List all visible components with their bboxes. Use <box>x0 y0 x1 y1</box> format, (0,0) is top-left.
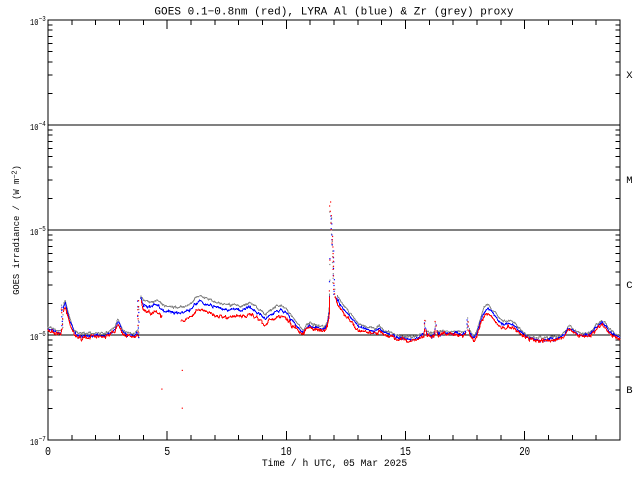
svg-text:GOES irradiance / (W m−2): GOES irradiance / (W m−2) <box>12 165 23 295</box>
svg-text:10: 10 <box>281 446 292 459</box>
svg-text:−5: −5 <box>39 226 46 234</box>
svg-text:20: 20 <box>519 446 530 459</box>
svg-text:B: B <box>626 385 632 397</box>
svg-text:−4: −4 <box>39 121 46 129</box>
svg-text:Time / h UTC, 05 Mar 2025: Time / h UTC, 05 Mar 2025 <box>262 458 408 469</box>
svg-text:10: 10 <box>30 17 39 28</box>
svg-text:−6: −6 <box>39 331 46 339</box>
svg-text:M: M <box>626 175 632 187</box>
svg-text:0: 0 <box>45 446 51 459</box>
svg-text:X: X <box>626 70 633 82</box>
svg-text:GOES 0.1−0.8nm (red), LYRA Al: GOES 0.1−0.8nm (red), LYRA Al (blue) & Z… <box>154 7 514 19</box>
svg-text:10: 10 <box>30 227 39 238</box>
svg-text:10: 10 <box>30 437 39 448</box>
svg-text:15: 15 <box>400 446 411 459</box>
svg-text:10: 10 <box>30 122 39 133</box>
svg-text:5: 5 <box>164 446 170 459</box>
svg-text:−7: −7 <box>39 436 46 444</box>
svg-text:10: 10 <box>30 332 39 343</box>
svg-text:−3: −3 <box>39 16 46 24</box>
svg-text:C: C <box>626 280 632 292</box>
